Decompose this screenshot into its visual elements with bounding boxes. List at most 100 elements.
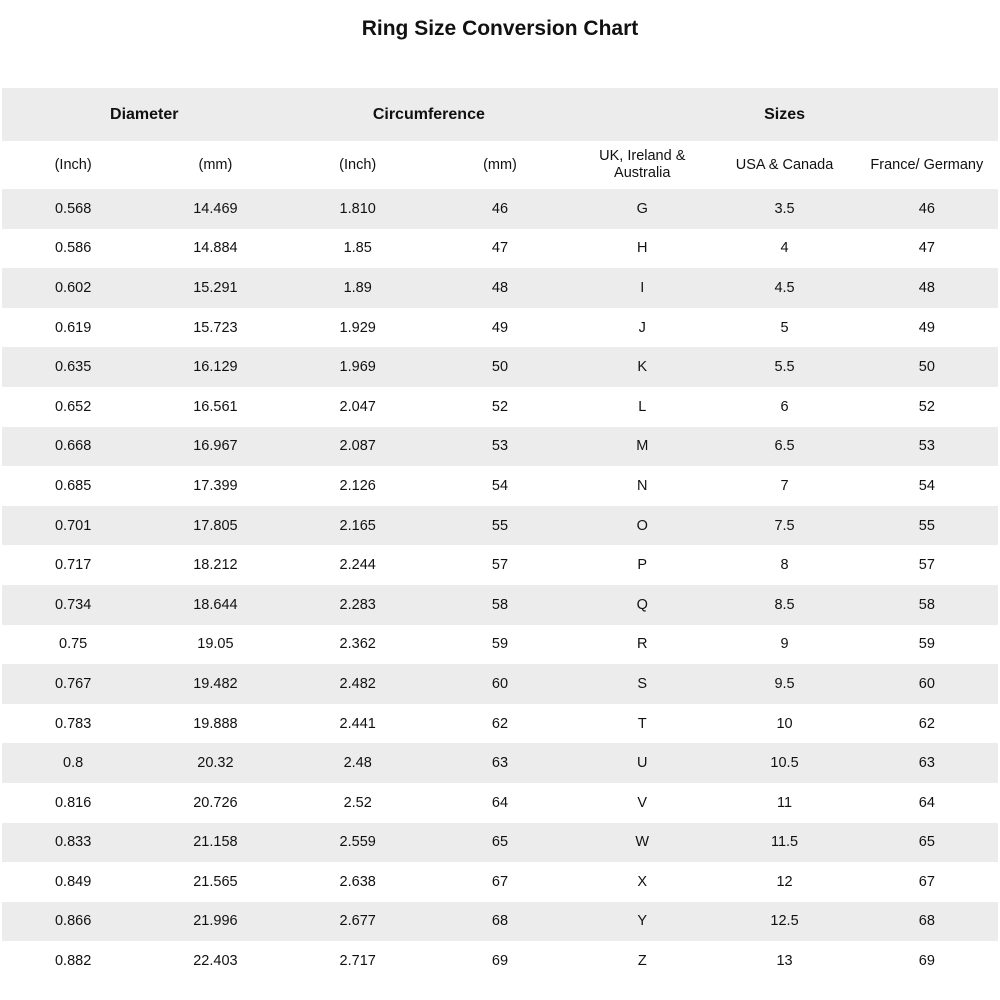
table-cell: M [636, 438, 649, 455]
table-cell: Z [637, 953, 647, 970]
table-cell: 52 [918, 398, 935, 415]
table-row: 0.816 20.726 2.52 64 V 11 64 [2, 783, 998, 823]
table-cell: N [637, 477, 648, 494]
table-cell: 3.5 [774, 200, 795, 217]
table-row: 0.75 19.05 2.362 59 R 9 59 [2, 625, 998, 665]
table-cell: 60 [918, 675, 935, 692]
table-cell: 0.568 [54, 200, 92, 217]
table-cell: 19.482 [193, 675, 238, 692]
table-cell: 2.283 [339, 596, 376, 613]
table-cell: 0.619 [54, 319, 92, 336]
table-cell: 64 [491, 794, 509, 811]
table-cell: 17.805 [193, 517, 238, 534]
table-cell: 8.5 [774, 596, 795, 613]
table-cell: 1.969 [339, 359, 376, 376]
table-cell: 21.565 [193, 873, 238, 890]
table-cell: 14.884 [193, 240, 238, 257]
table-row: 0.849 21.565 2.638 67 X 12 67 [2, 862, 998, 902]
table-row: 0.882 22.403 2.717 69 Z 13 69 [2, 941, 998, 981]
table-cell: 47 [918, 240, 935, 257]
table-cell: 4.5 [774, 279, 795, 296]
table-row: 0.586 14.884 1.85 47 H 4 47 [2, 229, 998, 269]
table-cell: 53 [918, 438, 935, 455]
table-cell: 57 [918, 557, 935, 574]
table-cell: 55 [918, 517, 935, 534]
table-cell: 16.129 [193, 359, 238, 376]
table-cell: 54 [918, 477, 935, 494]
table-cell: T [637, 715, 647, 732]
table-cell: 60 [491, 675, 509, 692]
table-cell: 65 [491, 834, 509, 851]
table-cell: 12 [776, 873, 793, 890]
group-header-circumference: Circumference [286, 88, 572, 141]
table-cell: X [637, 873, 648, 890]
table-cell: 19.05 [197, 636, 234, 653]
table-cell: L [638, 398, 647, 415]
table-cell: 10 [776, 715, 793, 732]
table-cell: 10.5 [770, 755, 799, 772]
table-cell: 15.723 [193, 319, 238, 336]
table-cell: 63 [918, 755, 935, 772]
table-cell: 52 [491, 398, 509, 415]
table-cell: 59 [491, 636, 509, 653]
table-row: 0.734 18.644 2.283 58 Q 8.5 58 [2, 584, 998, 625]
table-cell: 14.469 [193, 200, 238, 217]
table-cell: I [640, 279, 645, 296]
table-cell: 5 [780, 319, 789, 336]
table-cell: 49 [918, 319, 935, 336]
table-cell: 0.668 [54, 438, 92, 455]
table-cell: 0.783 [54, 715, 92, 732]
table-cell: 0.701 [54, 517, 92, 534]
table-cell: 2.677 [339, 913, 376, 930]
table-cell: 5.5 [774, 359, 795, 376]
table-cell: 9.5 [774, 675, 795, 692]
table-cell: 57 [491, 557, 509, 574]
table-cell: 11.5 [770, 834, 799, 851]
column-header: France/ Germany [870, 156, 984, 173]
table-cell: 62 [491, 715, 509, 732]
table-cell: 21.996 [193, 913, 238, 930]
table-row: 0.783 19.888 2.441 62 T 10 62 [2, 704, 998, 744]
table-cell: Y [637, 913, 648, 930]
table-cell: 69 [918, 953, 935, 970]
table-cell: 46 [491, 200, 509, 217]
table-cell: V [637, 794, 648, 811]
column-header: UK, Ireland & Australia [599, 148, 686, 181]
column-header: USA & Canada [735, 156, 834, 173]
table-cell: 7 [780, 477, 789, 494]
table-row: 0.866 21.996 2.677 68 Y 12.5 68 [2, 901, 998, 942]
table-cell: 0.767 [54, 675, 92, 692]
table-cell: 16.967 [193, 438, 238, 455]
table-cell: 0.8 [63, 755, 84, 772]
table-cell: 0.75 [59, 636, 88, 653]
table-cell: 2.087 [339, 438, 376, 455]
table-cell: 4 [780, 240, 789, 257]
table-row: 0.833 21.158 2.559 65 W 11.5 65 [2, 822, 998, 863]
table-cell: 2.482 [339, 675, 376, 692]
table-cell: 15.291 [193, 279, 238, 296]
column-header-row: (Inch) (mm) (Inch) (mm) UK, Ireland & Au… [2, 141, 998, 189]
table-cell: 2.638 [339, 873, 376, 890]
table-row: 0.668 16.967 2.087 53 M 6.5 53 [2, 426, 998, 467]
table-cell: 59 [918, 636, 935, 653]
table-cell: 58 [491, 596, 509, 613]
table-row: 0.767 19.482 2.482 60 S 9.5 60 [2, 664, 998, 704]
table-cell: 2.165 [339, 517, 376, 534]
table-cell: 2.441 [339, 715, 376, 732]
table-cell: 48 [491, 279, 509, 296]
table-cell: S [637, 675, 648, 692]
table-cell: 0.734 [54, 596, 92, 613]
group-header-row: Diameter Circumference Sizes [2, 88, 998, 141]
table-cell: 6.5 [774, 438, 795, 455]
table-cell: 0.586 [54, 240, 92, 257]
table-cell: 22.403 [193, 953, 238, 970]
table-row: 0.701 17.805 2.165 55 O 7.5 55 [2, 505, 998, 546]
table-cell: 7.5 [774, 517, 795, 534]
table-cell: 53 [491, 438, 509, 455]
table-cell: 55 [491, 517, 509, 534]
table-cell: 2.244 [339, 557, 376, 574]
ring-size-table: Diameter Circumference Sizes (Inch) (mm)… [2, 88, 998, 981]
table-cell: 2.362 [339, 636, 376, 653]
table-cell: O [636, 517, 648, 534]
table-cell: K [637, 359, 648, 376]
